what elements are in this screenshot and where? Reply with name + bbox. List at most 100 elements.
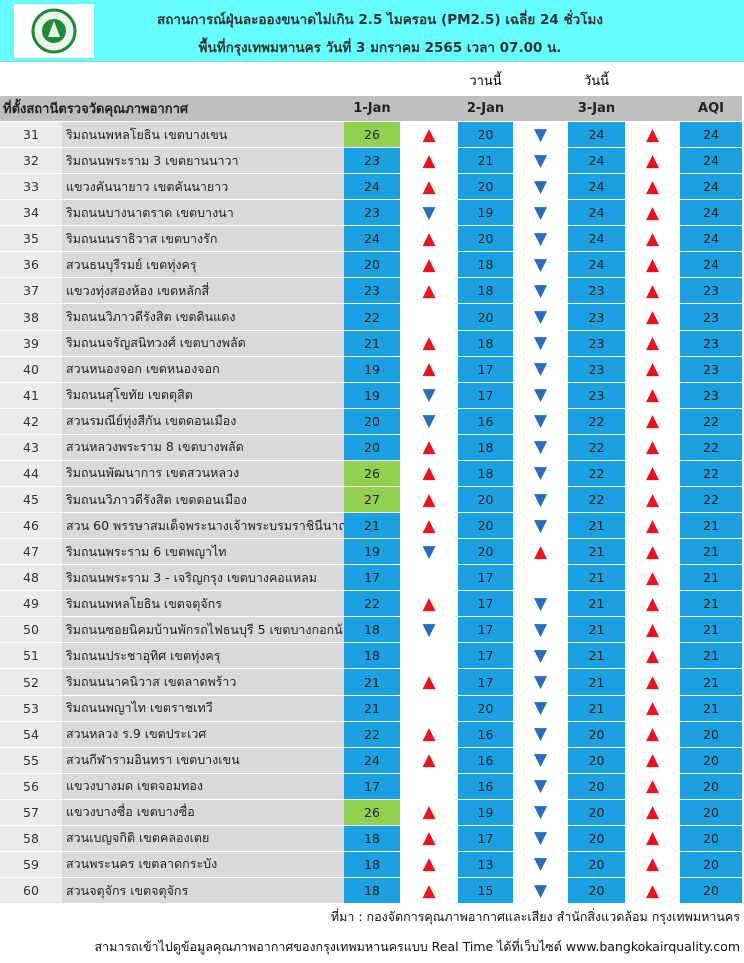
pm25-value: 17 xyxy=(458,565,513,591)
column-header: 3-Jan xyxy=(577,101,616,116)
pm25-value: 23 xyxy=(568,304,625,330)
trend-arrow: ▼ xyxy=(533,724,548,745)
station-name: ริมถนนพัฒนาการ เขตสวนหลวง xyxy=(62,460,344,486)
pm25-value: 24 xyxy=(680,200,742,226)
pm25-value: 20 xyxy=(344,434,400,460)
pm25-value: 20 xyxy=(680,851,742,878)
station-name: ริมถนนพระราม 3 - เจริญกรุง เขตบางคอแหลม xyxy=(62,565,344,591)
row-number: 53 xyxy=(0,695,62,721)
row-number: 35 xyxy=(0,226,62,252)
row-number: 44 xyxy=(0,460,62,486)
row-number: 49 xyxy=(0,591,62,617)
pm25-value: 17 xyxy=(458,382,513,408)
pm25-value: 24 xyxy=(568,174,625,200)
pm25-value: 23 xyxy=(344,278,400,304)
pm25-value: 21 xyxy=(680,591,742,617)
footer-source: ที่มา : กองจัดการคุณภาพอากาศและเสียง สำน… xyxy=(330,909,740,924)
pm25-value: 21 xyxy=(344,330,400,356)
pm25-value: 21 xyxy=(568,591,625,617)
trend-arrow: ▲ xyxy=(645,750,660,771)
pm25-value: 20 xyxy=(458,695,513,721)
pm25-value: 22 xyxy=(344,304,400,330)
trend-arrow: ▼ xyxy=(533,333,548,354)
row-number: 55 xyxy=(0,747,62,773)
pm25-value: 18 xyxy=(458,330,513,356)
trend-arrow: ▲ xyxy=(645,228,660,249)
station-name: สวนกีฬารามอินทรา เขตบางเขน xyxy=(62,747,344,773)
pm25-value: 20 xyxy=(680,721,742,747)
trend-arrow: ▲ xyxy=(422,463,436,484)
trend-arrow: ▲ xyxy=(422,333,436,354)
station-name: ริมถนนสุโขทัย เขตดุสิต xyxy=(62,382,344,408)
trend-arrow: ▲ xyxy=(645,202,660,223)
trend-arrow: ▲ xyxy=(645,515,660,536)
trend-arrow: ▲ xyxy=(422,150,436,171)
row-number: 39 xyxy=(0,330,62,356)
pm25-value: 21 xyxy=(680,669,742,695)
pm25-value: 17 xyxy=(344,773,400,799)
trend-arrow: ▼ xyxy=(422,385,436,406)
row-number: 41 xyxy=(0,382,62,408)
pm25-value: 20 xyxy=(568,747,625,773)
pm25-value: 17 xyxy=(458,591,513,617)
pm25-value: 20 xyxy=(680,825,742,851)
trend-arrow: ▼ xyxy=(533,776,548,797)
column-header: AQI xyxy=(698,101,724,116)
trend-arrow: ▼ xyxy=(533,202,548,223)
pm25-value: 27 xyxy=(344,486,400,513)
trend-arrow: ▼ xyxy=(533,802,548,823)
row-number: 50 xyxy=(0,617,62,643)
pm25-value: 23 xyxy=(680,330,742,356)
pm25-value: 24 xyxy=(344,226,400,252)
trend-arrow: ▲ xyxy=(422,124,436,145)
row-number: 46 xyxy=(0,513,62,539)
trend-arrow: ▲ xyxy=(645,359,660,380)
pm25-value: 21 xyxy=(458,148,513,174)
trend-arrow: ▼ xyxy=(533,280,548,301)
trend-arrow: ▲ xyxy=(645,307,660,328)
pm25-value: 20 xyxy=(680,747,742,773)
pm25-value: 17 xyxy=(458,617,513,643)
station-name: ริมถนนวิภาวดีรังสิต เขตดอนเมือง xyxy=(62,486,344,513)
pm25-value: 23 xyxy=(568,382,625,408)
trend-arrow: ▲ xyxy=(422,724,436,745)
pm25-value: 20 xyxy=(568,721,625,747)
pm25-value: 18 xyxy=(458,434,513,460)
row-number: 33 xyxy=(0,174,62,200)
pm25-value: 21 xyxy=(568,643,625,669)
row-number: 37 xyxy=(0,278,62,304)
trend-arrow: ▲ xyxy=(645,280,660,301)
station-name: สวนหลวง ร.9 เขตประเวศ xyxy=(62,721,344,747)
pm25-value: 19 xyxy=(344,356,400,382)
title: สถานการณ์ฝุ่นละอองขนาดไม่เกิน 2.5 ไมครอน… xyxy=(156,12,603,28)
trend-arrow: ▲ xyxy=(645,333,660,354)
station-name: ริมถนนซอยนิคมบ้านพักรถไฟธนบุรี 5 เขตบางก… xyxy=(62,617,344,643)
row-number: 38 xyxy=(0,304,62,330)
pm25-value: 21 xyxy=(344,695,400,721)
station-name: แขวงบางมด เขตจอมทอง xyxy=(62,773,344,799)
row-number: 51 xyxy=(0,643,62,669)
row-number: 47 xyxy=(0,539,62,565)
pm25-value: 20 xyxy=(458,304,513,330)
pm25-value: 21 xyxy=(568,513,625,539)
pm25-value: 22 xyxy=(680,434,742,460)
pm25-value: 24 xyxy=(568,252,625,278)
trend-arrow: ▼ xyxy=(533,489,548,510)
trend-arrow: ▲ xyxy=(422,254,436,275)
trend-arrow: ▲ xyxy=(422,828,436,849)
row-number: 43 xyxy=(0,434,62,460)
pm25-value: 19 xyxy=(458,799,513,825)
pm25-value: 19 xyxy=(344,539,400,565)
trend-arrow: ▼ xyxy=(533,698,548,719)
header-band xyxy=(0,0,744,62)
pm25-value: 22 xyxy=(568,486,625,513)
pm25-value: 22 xyxy=(680,460,742,486)
trend-arrow: ▼ xyxy=(533,619,548,640)
pm25-value: 17 xyxy=(344,565,400,591)
subtitle: พื้นที่กรุงเทพมหานคร วันที่ 3 มกราคม 256… xyxy=(198,40,562,56)
trend-arrow: ▲ xyxy=(645,698,660,719)
trend-arrow: ▲ xyxy=(645,619,660,640)
pm25-value: 23 xyxy=(568,330,625,356)
trend-arrow: ▼ xyxy=(533,176,548,197)
